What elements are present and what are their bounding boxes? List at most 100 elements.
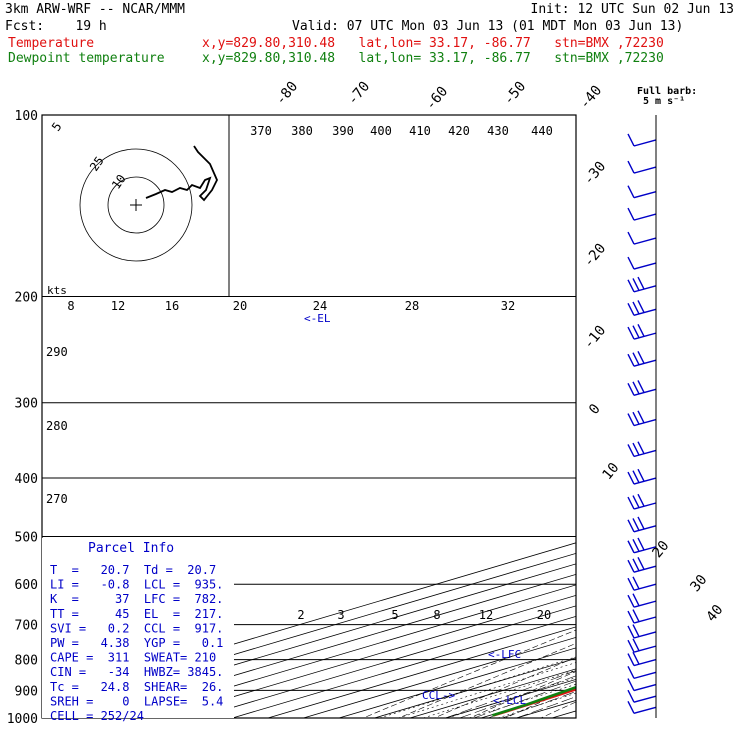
wind-barb bbox=[627, 624, 657, 639]
barb-shaft bbox=[633, 359, 657, 367]
barb-shaft bbox=[633, 546, 657, 554]
barb-shaft bbox=[633, 683, 657, 692]
lcl-marker: <-LCL bbox=[493, 694, 526, 707]
barb-shaft bbox=[633, 449, 657, 458]
wind-barb bbox=[627, 576, 657, 591]
barb-shaft bbox=[633, 388, 657, 396]
barb-shaft bbox=[633, 671, 657, 680]
barb-flag bbox=[627, 519, 635, 533]
parcel-info-row: PW = 4.38 YGP = 0.1 bbox=[50, 636, 223, 650]
mixing-ratio-line bbox=[497, 692, 576, 718]
hodograph-speed-label: 8 bbox=[67, 299, 74, 313]
barb-flag bbox=[627, 302, 635, 316]
isotherm-line bbox=[42, 552, 576, 712]
wind-barb bbox=[627, 557, 657, 573]
pressure-tick-label: 700 bbox=[15, 619, 38, 634]
hodograph-speed-label: 12 bbox=[111, 299, 125, 313]
ccl-marker: CCL-> bbox=[422, 689, 455, 702]
barb-flag bbox=[627, 625, 635, 639]
isotherm-line bbox=[90, 573, 576, 718]
pressure-tick-label: 200 bbox=[15, 291, 38, 306]
theta-label: 270 bbox=[46, 492, 68, 506]
barb-shaft bbox=[633, 190, 657, 199]
wind-barb bbox=[627, 537, 657, 554]
wind-barb bbox=[627, 207, 657, 221]
wind-barb bbox=[627, 256, 657, 270]
barb-flag bbox=[627, 496, 635, 510]
theta-e-label: 370 bbox=[250, 124, 272, 138]
wind-barb bbox=[627, 351, 657, 367]
dewpoint-profile-line bbox=[492, 685, 576, 717]
barb-shaft bbox=[633, 565, 657, 573]
barb-shaft bbox=[633, 237, 657, 245]
parcel-info-row: SVI = 0.2 CCL = 917. bbox=[50, 621, 223, 635]
barb-flag bbox=[627, 559, 635, 573]
barb-shaft bbox=[633, 658, 657, 667]
el-marker: <-EL bbox=[304, 312, 331, 325]
moist-adiabat-line bbox=[502, 691, 576, 718]
wind-barb bbox=[627, 609, 657, 624]
wind-barb bbox=[627, 638, 657, 653]
barb-flag bbox=[627, 326, 635, 340]
theta-e-label: 430 bbox=[487, 124, 509, 138]
barb-flag bbox=[632, 495, 640, 508]
barb-shaft bbox=[633, 583, 657, 591]
wind-barb bbox=[627, 410, 657, 427]
isotherm-label: 40 bbox=[703, 602, 726, 625]
barb-flag bbox=[627, 382, 635, 396]
theta-label: 290 bbox=[46, 345, 68, 359]
barb-flag bbox=[627, 594, 635, 608]
temperature-location: x,y=829.80,310.48 lat,lon= 33.17, -86.77… bbox=[202, 36, 664, 51]
pressure-tick-label: 100 bbox=[15, 109, 38, 124]
init-time: Init: 12 UTC Sun 02 Jun 13 bbox=[530, 2, 735, 17]
hodograph-speed-label: 24 bbox=[313, 299, 327, 313]
parcel-info-row: LI = -0.8 LCL = 935. bbox=[50, 578, 223, 592]
theta-e-label: 390 bbox=[332, 124, 354, 138]
wind-barb bbox=[627, 689, 657, 703]
hodograph-ring bbox=[79, 148, 193, 262]
barb-shaft bbox=[633, 166, 657, 174]
barb-flag bbox=[627, 207, 635, 221]
dry-adiabat-line bbox=[504, 686, 576, 718]
isotherm-label: -30 bbox=[581, 159, 610, 189]
wind-barb bbox=[627, 231, 657, 245]
barb-shaft bbox=[633, 213, 657, 221]
pressure-tick-label: 500 bbox=[15, 530, 38, 545]
wind-barb bbox=[627, 133, 657, 147]
isotherm-line bbox=[303, 636, 576, 718]
lfc-marker: <-LFC bbox=[488, 648, 521, 661]
parcel-info-row: K = 37 LFC = 782. bbox=[50, 592, 223, 606]
wind-barb bbox=[627, 700, 657, 714]
barb-flag bbox=[632, 518, 640, 531]
barb-flag bbox=[632, 609, 640, 622]
hodograph-trace bbox=[145, 145, 218, 202]
hodograph-speed-label: 32 bbox=[501, 299, 515, 313]
theta-e-label: 400 bbox=[370, 124, 392, 138]
barb-flag bbox=[632, 442, 640, 456]
barb-shaft bbox=[633, 308, 657, 316]
barb-flag bbox=[627, 133, 635, 147]
barb-flag bbox=[632, 381, 640, 395]
barb-flag bbox=[637, 557, 645, 570]
barb-flag bbox=[627, 279, 635, 293]
barb-flag bbox=[627, 678, 635, 691]
barb-flag bbox=[627, 540, 635, 554]
barb-shaft bbox=[633, 262, 657, 270]
hodograph-ring-label: 5 bbox=[49, 120, 65, 134]
dry-adiabat-line bbox=[729, 115, 740, 731]
wind-barb bbox=[627, 516, 657, 533]
barb-flag bbox=[627, 160, 635, 174]
mixing-ratio-label: 12 bbox=[479, 608, 493, 622]
barb-flag bbox=[632, 624, 640, 637]
wind-barb bbox=[627, 493, 657, 510]
pressure-tick-label: 1000 bbox=[7, 712, 38, 727]
barb-flag bbox=[632, 278, 640, 291]
barb-shaft bbox=[633, 139, 657, 147]
barb-shaft bbox=[633, 285, 657, 293]
barb-flag bbox=[627, 256, 635, 270]
wind-barb bbox=[627, 185, 657, 199]
barb-flag bbox=[632, 593, 640, 607]
wind-barb bbox=[627, 160, 657, 174]
mixing-ratio-label: 5 bbox=[391, 608, 398, 622]
